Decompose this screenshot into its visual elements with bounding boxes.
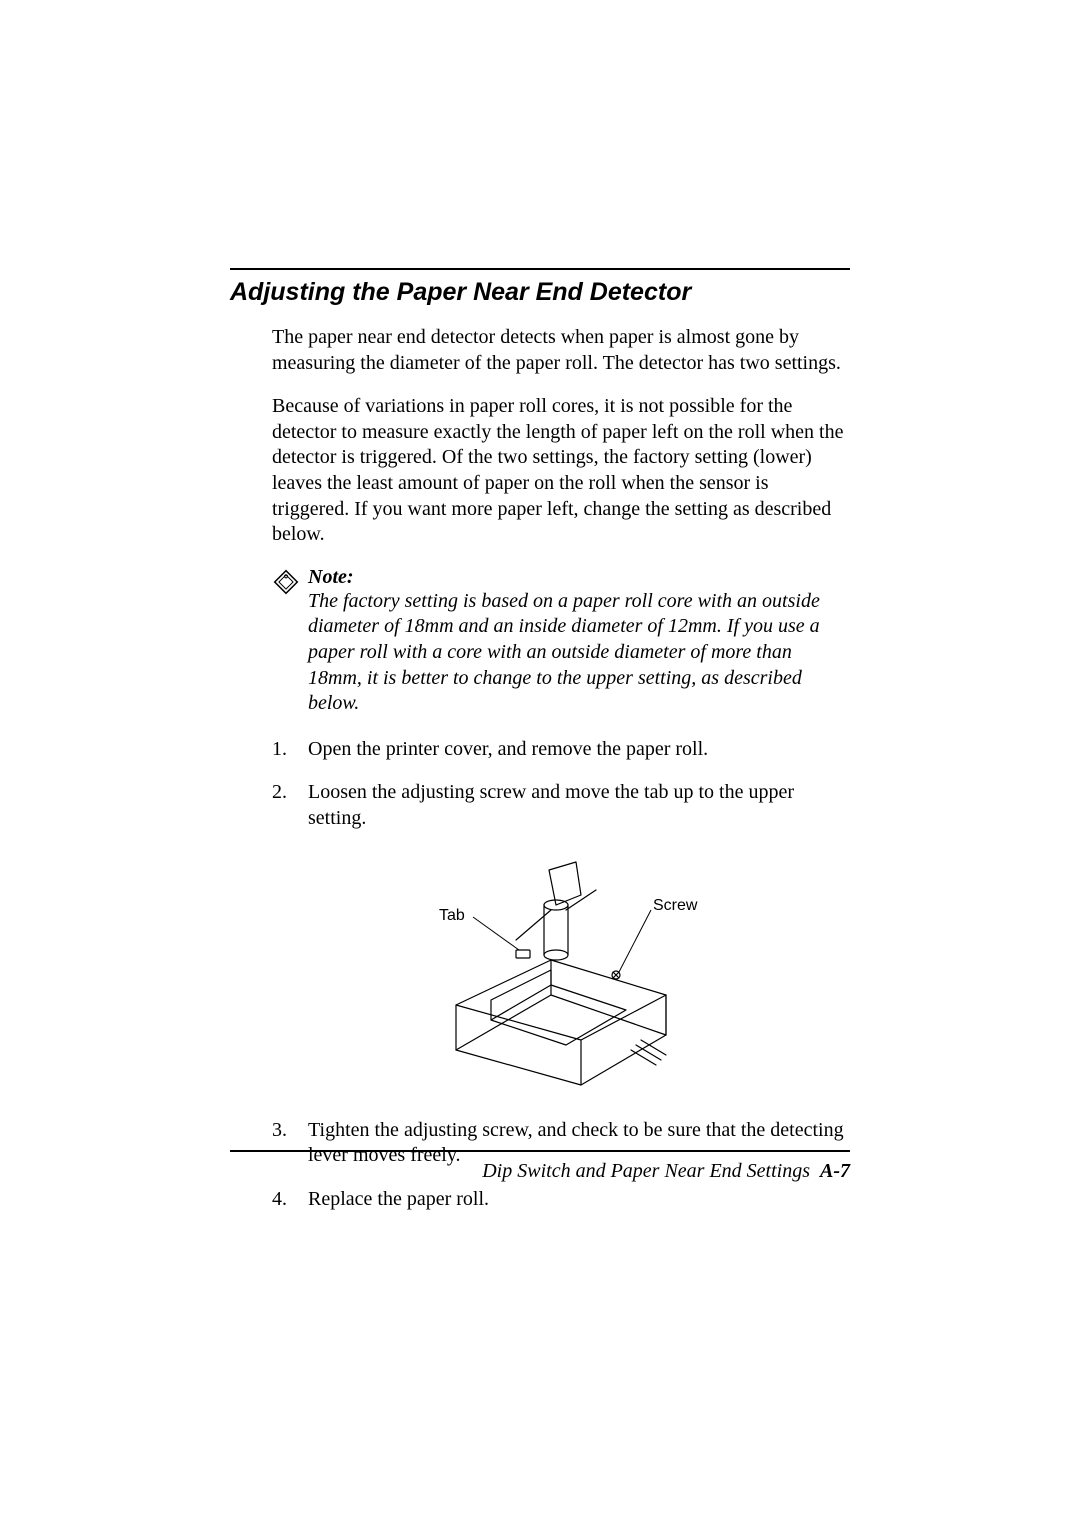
page-content: Adjusting the Paper Near End Detector Th… bbox=[230, 268, 850, 1230]
figure-label-screw: Screw bbox=[653, 897, 698, 914]
step-text: Open the printer cover, and remove the p… bbox=[308, 737, 850, 763]
figure: Tab Screw bbox=[272, 850, 850, 1090]
footer-page: A-7 bbox=[820, 1160, 850, 1182]
section-title: Adjusting the Paper Near End Detector bbox=[230, 278, 850, 307]
figure-label-tab: Tab bbox=[439, 907, 465, 924]
step-list: 1. Open the printer cover, and remove th… bbox=[272, 737, 850, 832]
step-number: 1. bbox=[272, 737, 308, 763]
page-footer: Dip Switch and Paper Near End Settings A… bbox=[230, 1150, 850, 1183]
footer-text: Dip Switch and Paper Near End Settings A… bbox=[230, 1160, 850, 1183]
footer-chapter: Dip Switch and Paper Near End Settings bbox=[482, 1160, 810, 1182]
step-number: 4. bbox=[272, 1187, 308, 1213]
note-icon bbox=[272, 568, 302, 717]
step-2: 2. Loosen the adjusting screw and move t… bbox=[272, 780, 850, 831]
note-text: Note: The factory setting is based on a … bbox=[308, 566, 850, 717]
note-label: Note: bbox=[308, 566, 354, 588]
rule-top bbox=[230, 268, 850, 270]
step-number: 2. bbox=[272, 780, 308, 831]
step-text: Loosen the adjusting screw and move the … bbox=[308, 780, 850, 831]
note-body: The factory setting is based on a paper … bbox=[308, 590, 820, 714]
rule-bottom bbox=[230, 1150, 850, 1152]
note-block: Note: The factory setting is based on a … bbox=[272, 566, 850, 717]
step-4: 4. Replace the paper roll. bbox=[272, 1187, 850, 1213]
printer-diagram: Tab Screw bbox=[401, 850, 721, 1090]
step-text: Replace the paper roll. bbox=[308, 1187, 850, 1213]
paragraph-1: The paper near end detector detects when… bbox=[272, 325, 850, 376]
body-text-block: The paper near end detector detects when… bbox=[230, 325, 850, 1212]
step-1: 1. Open the printer cover, and remove th… bbox=[272, 737, 850, 763]
paragraph-2: Because of variations in paper roll core… bbox=[272, 394, 850, 548]
